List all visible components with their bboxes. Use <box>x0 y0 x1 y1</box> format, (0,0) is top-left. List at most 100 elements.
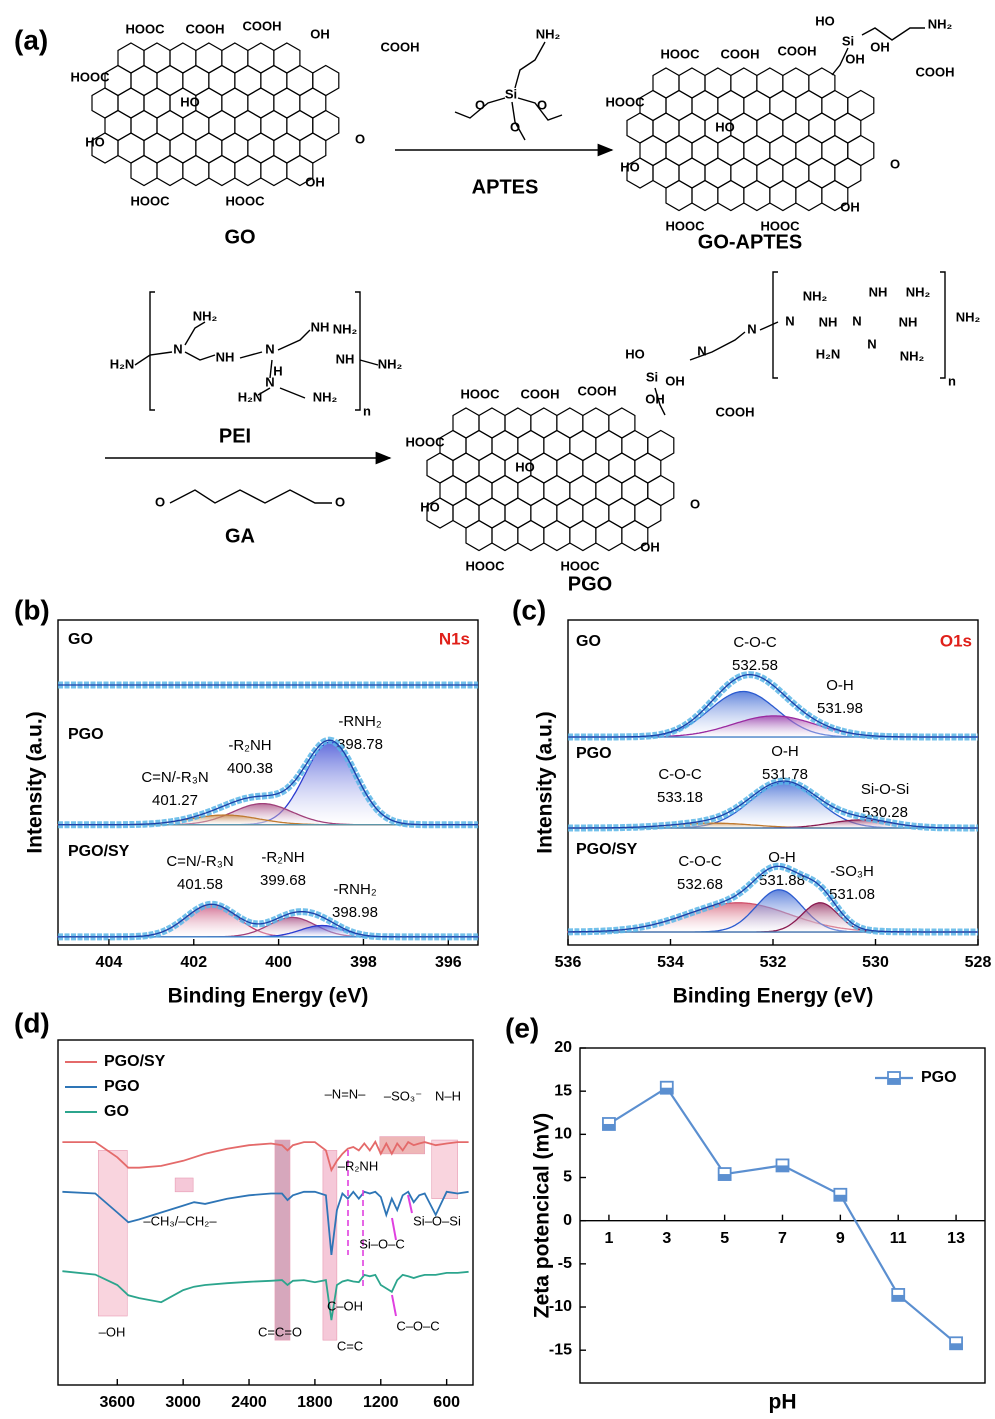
ring <box>556 452 584 484</box>
group-label: H₂N <box>238 389 263 404</box>
group-label: HO <box>815 13 835 28</box>
group-label: H₂N <box>110 356 135 371</box>
group-label: N <box>265 374 274 389</box>
peak-position: 401.58 <box>177 876 223 893</box>
ring <box>530 452 558 484</box>
ring <box>208 64 236 97</box>
group-label: NH₂ <box>906 284 931 299</box>
peak-label: O-H <box>768 849 796 866</box>
bonds <box>134 27 946 504</box>
group-label: HOOC <box>466 558 506 573</box>
legend-marker-fill <box>888 1078 900 1084</box>
group-label: NH₂ <box>928 16 953 31</box>
group-label: N <box>265 341 274 356</box>
y-tick-label: 0 <box>563 1212 572 1229</box>
ring <box>221 132 249 164</box>
group-label: N <box>867 336 876 351</box>
peak-label: O-H <box>771 743 799 760</box>
ring <box>652 157 680 189</box>
group-label: O <box>890 156 900 171</box>
band <box>174 1177 194 1193</box>
group-label: COOH <box>521 386 560 401</box>
ring <box>234 64 262 97</box>
ring <box>169 42 197 74</box>
spectrum-name: GO <box>576 633 601 650</box>
ring <box>530 497 558 529</box>
peak-position: 401.27 <box>152 792 198 809</box>
ring <box>491 474 519 507</box>
ring <box>208 154 236 187</box>
group-label: N <box>785 313 794 328</box>
group-label: HOOC <box>606 94 646 109</box>
ring <box>260 109 288 142</box>
annotation: Si–O–C <box>359 1236 405 1251</box>
x-tick-label: 5 <box>720 1230 729 1247</box>
group-label: COOH <box>381 39 420 54</box>
x-axis-label: Binding Energy (eV) <box>168 985 369 1008</box>
ring <box>704 157 732 189</box>
legend-label: GO <box>104 1103 129 1120</box>
spectrum-tag: O1s <box>940 631 972 650</box>
band <box>431 1139 458 1200</box>
spectrum-tag: N1s <box>439 629 470 648</box>
group-label: HO <box>625 346 645 361</box>
x-tick-label: 1800 <box>297 1394 333 1411</box>
ring <box>691 134 719 167</box>
ring <box>730 157 758 189</box>
ring <box>782 67 810 99</box>
group-label: HOOC <box>71 69 111 84</box>
group-label: COOH <box>186 21 225 36</box>
ring <box>182 154 210 187</box>
y-tick-label: 5 <box>563 1169 572 1186</box>
reagent-name: PEI <box>219 425 251 447</box>
fit-envelope <box>58 903 478 938</box>
ring <box>247 42 275 74</box>
x-tick-label: 3000 <box>165 1394 201 1411</box>
group-label: N <box>173 341 182 356</box>
ring <box>834 112 862 144</box>
fit-envelope <box>568 780 978 829</box>
ring <box>452 452 480 484</box>
ring <box>782 112 810 144</box>
band <box>97 1150 128 1317</box>
plot-frame <box>57 619 479 946</box>
ring <box>652 112 680 144</box>
y-axis-label: Zeta potencical (mV) <box>531 1113 554 1318</box>
ring <box>517 429 545 462</box>
group-label: NH <box>311 319 330 334</box>
ring <box>504 497 532 529</box>
annotation: –OH <box>99 1324 126 1339</box>
ring <box>821 89 849 122</box>
peak-position: 533.18 <box>657 789 703 806</box>
spectrum-name: PGO/SY <box>576 841 638 858</box>
ring <box>665 89 693 122</box>
ring <box>504 407 532 439</box>
ring <box>208 109 236 142</box>
ring <box>717 134 745 167</box>
y-axis-label: Intensity (a.u.) <box>24 711 47 853</box>
group-label: OH <box>665 373 685 388</box>
ring <box>247 132 275 164</box>
group-label: N <box>852 313 861 328</box>
ring <box>299 132 327 164</box>
peak-position: 531.88 <box>759 872 805 889</box>
group-label: HOOC <box>561 558 601 573</box>
group-label: NH₂ <box>956 309 981 324</box>
group-label: O <box>355 131 365 146</box>
x-tick-label: 396 <box>435 954 462 971</box>
x-tick-label: 530 <box>862 954 889 971</box>
spectrum-line <box>62 1190 469 1256</box>
group-label: NH₂ <box>536 26 561 41</box>
ring <box>543 519 571 552</box>
spectrum-name: GO <box>68 631 93 648</box>
ring <box>491 429 519 462</box>
peak-label: C-O-C <box>678 853 721 870</box>
x-tick-label: 404 <box>96 954 123 971</box>
ring <box>608 452 636 484</box>
group-label: HOOC <box>226 193 266 208</box>
group-label: OH <box>645 391 665 406</box>
ring <box>569 474 597 507</box>
ring <box>582 452 610 484</box>
panel-label: (b) <box>14 594 50 625</box>
group-label: HO <box>180 94 200 109</box>
